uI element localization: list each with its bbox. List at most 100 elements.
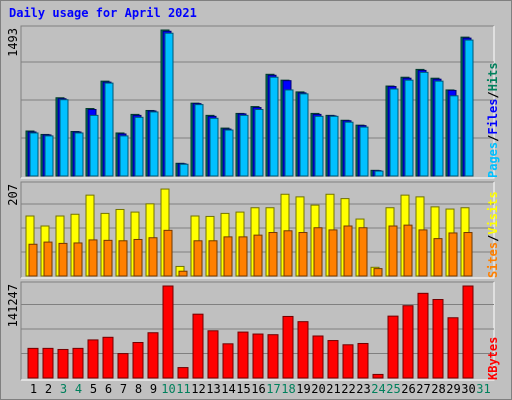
bar-sites-day-11 <box>178 270 188 277</box>
x-tick-label-day-13: 13 <box>206 382 220 396</box>
x-tick-label-day-6: 6 <box>105 382 112 396</box>
bar-sites-day-6 <box>103 239 113 277</box>
bar-pages-day-6 <box>104 82 114 177</box>
bar-sites-day-10 <box>163 229 173 277</box>
x-tick-label-day-19: 19 <box>296 382 310 396</box>
x-tick-label-day-17: 17 <box>266 382 280 396</box>
bar-kbytes-day-23 <box>357 342 369 379</box>
x-tick-label-day-16: 16 <box>251 382 265 396</box>
bar-pages-day-17 <box>269 76 279 177</box>
bar-pages-day-18 <box>284 89 294 177</box>
bar-sites-day-2 <box>43 241 53 277</box>
bar-sites-day-27 <box>418 229 428 277</box>
bar-pages-day-3 <box>59 99 69 177</box>
bar-kbytes-day-1 <box>27 347 39 379</box>
bar-pages-day-5 <box>89 114 99 177</box>
bar-kbytes-day-9 <box>147 332 159 379</box>
x-tick-label-day-9: 9 <box>150 382 157 396</box>
y-max-label: 141247 <box>6 284 20 327</box>
bar-pages-day-12 <box>194 104 204 177</box>
bar-sites-day-14 <box>223 236 233 277</box>
bar-kbytes-day-18 <box>282 315 294 379</box>
y-max-label: 207 <box>6 184 20 206</box>
x-tick-label-day-29: 29 <box>446 382 460 396</box>
bar-kbytes-day-12 <box>192 313 204 379</box>
bar-kbytes-day-22 <box>342 344 354 379</box>
x-tick-label-day-30: 30 <box>461 382 475 396</box>
bar-sites-day-28 <box>433 238 443 277</box>
legend-kbytes: KBytes <box>486 337 500 380</box>
bar-sites-day-8 <box>133 238 143 277</box>
legend-item-kbytes: KBytes <box>486 337 500 380</box>
legend-item-files: Files <box>486 99 500 135</box>
legend-item-hits: Hits <box>486 62 500 91</box>
bar-pages-day-28 <box>434 80 444 177</box>
bar-pages-day-21 <box>329 115 339 177</box>
x-tick-label-day-11: 11 <box>176 382 190 396</box>
panel-border-dark <box>20 181 494 278</box>
panel-border-dark <box>20 281 494 380</box>
bar-kbytes-day-27 <box>417 292 429 379</box>
bar-kbytes-day-29 <box>447 317 459 379</box>
bar-kbytes-day-26 <box>402 305 414 379</box>
x-tick-label-day-8: 8 <box>135 382 142 396</box>
bar-pages-day-2 <box>44 135 54 177</box>
bar-kbytes-day-19 <box>297 321 309 379</box>
legend-visits-sites: Sites/Visits <box>486 191 500 278</box>
bar-sites-day-7 <box>118 240 128 277</box>
bar-sites-day-9 <box>148 237 158 277</box>
y-max-label: 1493 <box>6 28 20 57</box>
bar-sites-day-24 <box>373 268 383 277</box>
bar-kbytes-day-28 <box>432 299 444 379</box>
bar-sites-day-21 <box>328 229 338 277</box>
bar-pages-day-24 <box>374 170 384 177</box>
bar-sites-day-25 <box>388 225 398 277</box>
x-tick-label-day-2: 2 <box>45 382 52 396</box>
bar-pages-day-30 <box>464 39 474 177</box>
x-tick-label-day-21: 21 <box>326 382 340 396</box>
bar-kbytes-day-30 <box>462 285 474 379</box>
legend-item-pages: Pages <box>486 142 500 178</box>
x-tick-label-day-25: 25 <box>386 382 400 396</box>
panel-border-light <box>21 182 495 279</box>
bar-pages-day-8 <box>134 116 144 177</box>
bar-pages-day-22 <box>344 121 354 177</box>
bar-sites-day-13 <box>208 240 218 277</box>
bar-pages-day-11 <box>179 163 189 177</box>
x-tick-label-day-1: 1 <box>30 382 37 396</box>
bar-kbytes-day-6 <box>102 336 114 379</box>
bar-kbytes-day-11 <box>177 367 189 379</box>
bar-kbytes-day-14 <box>222 343 234 379</box>
bar-pages-day-1 <box>29 132 39 177</box>
bar-pages-day-14 <box>224 129 234 177</box>
bar-kbytes-day-15 <box>237 331 249 379</box>
bar-sites-day-15 <box>238 236 248 277</box>
x-tick-label-day-20: 20 <box>311 382 325 396</box>
x-tick-label-day-5: 5 <box>90 382 97 396</box>
bar-kbytes-day-21 <box>327 340 339 379</box>
bar-pages-day-27 <box>419 71 429 177</box>
bar-kbytes-day-20 <box>312 335 324 379</box>
bar-kbytes-day-24 <box>372 373 384 379</box>
legend-separator: / <box>486 135 500 142</box>
bar-pages-day-15 <box>239 114 249 177</box>
bar-sites-day-26 <box>403 224 413 277</box>
panel-border-dark <box>20 25 494 178</box>
bar-pages-day-26 <box>404 79 414 177</box>
bar-sites-day-20 <box>313 227 323 277</box>
x-tick-label-day-22: 22 <box>341 382 355 396</box>
legend-separator: / <box>486 235 500 242</box>
chart-title: Daily usage for April 2021 <box>9 6 197 20</box>
x-tick-label-day-4: 4 <box>75 382 82 396</box>
bar-sites-day-22 <box>343 225 353 277</box>
bar-kbytes-day-25 <box>387 315 399 379</box>
x-tick-label-day-18: 18 <box>281 382 295 396</box>
x-tick-label-day-12: 12 <box>191 382 205 396</box>
bar-pages-day-9 <box>149 111 159 177</box>
x-tick-label-day-23: 23 <box>356 382 370 396</box>
x-tick-label-day-15: 15 <box>236 382 250 396</box>
legend-separator: / <box>486 91 500 98</box>
bar-sites-day-17 <box>268 232 278 277</box>
bar-kbytes-day-7 <box>117 353 129 379</box>
bar-pages-day-23 <box>359 126 369 177</box>
